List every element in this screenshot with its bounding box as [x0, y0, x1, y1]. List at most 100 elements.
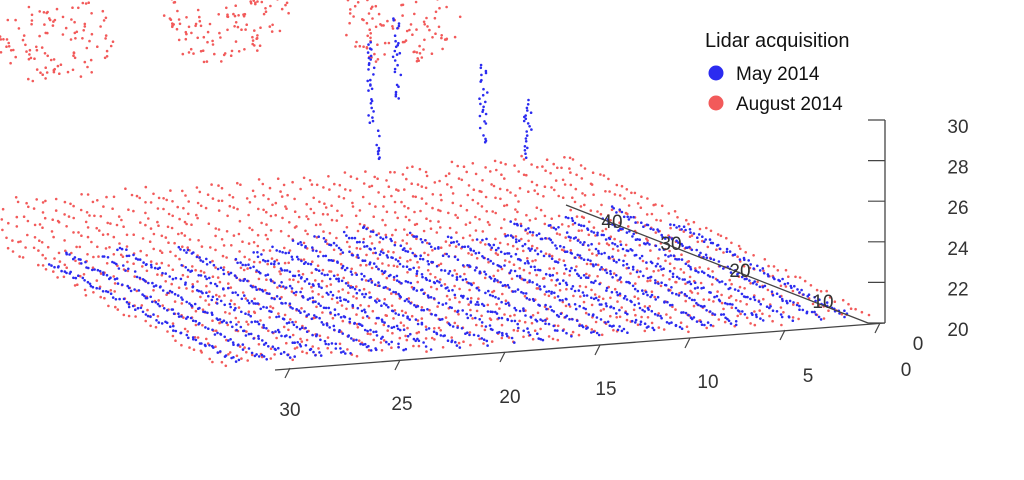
- august-2014-point: [242, 268, 246, 272]
- august-2014-point: [543, 293, 547, 296]
- may-2014-point: [349, 352, 352, 355]
- august-2014-point: [322, 230, 325, 233]
- may-2014-point: [295, 325, 299, 329]
- may-2014-point: [259, 307, 263, 311]
- may-2014-point: [161, 271, 164, 275]
- august-2014-point: [352, 295, 355, 298]
- august-2014-point: [266, 237, 269, 241]
- august-2014-point: [211, 259, 214, 263]
- may-2014-point: [417, 339, 421, 343]
- may-2014-point: [494, 248, 498, 252]
- may-2014-point: [235, 323, 238, 326]
- may-2014-point: [629, 248, 632, 251]
- may-2014-point: [322, 323, 325, 326]
- august-2014-point: [525, 173, 528, 177]
- august-2014-point: [392, 317, 395, 320]
- august-2014-point: [75, 245, 78, 249]
- may-2014-point: [598, 282, 601, 286]
- august-2014-point: [646, 316, 650, 319]
- august-2014-point: [841, 298, 845, 302]
- august-2014-point: [495, 302, 498, 306]
- august-2014-point: [265, 278, 268, 282]
- may-2014-point: [622, 264, 625, 267]
- may-2014-point: [413, 254, 417, 258]
- august-2014-point: [113, 290, 116, 293]
- august-2014-point: [583, 167, 587, 170]
- may-2014-point: [450, 241, 453, 244]
- may-2014-point: [416, 337, 419, 341]
- may-2014-point: [295, 255, 299, 259]
- august-2014-point: [88, 39, 91, 43]
- may-2014-point: [590, 230, 593, 233]
- august-2014-point: [256, 0, 259, 3]
- august-2014-point: [122, 225, 125, 228]
- may-2014-point: [144, 313, 148, 316]
- may-2014-point: [652, 328, 656, 332]
- may-2014-point: [590, 331, 593, 334]
- august-2014-point: [177, 38, 181, 42]
- may-2014-point: [328, 277, 332, 281]
- may-2014-point: [531, 297, 535, 301]
- august-2014-point: [382, 323, 386, 327]
- may-2014-point: [164, 320, 167, 324]
- august-2014-point: [692, 304, 696, 308]
- may-2014-point: [675, 275, 679, 279]
- august-2014-point: [645, 213, 649, 216]
- august-2014-point: [236, 207, 239, 211]
- august-2014-point: [134, 315, 137, 318]
- may-2014-point: [534, 268, 537, 272]
- august-2014-point: [410, 182, 414, 185]
- may-2014-point: [299, 311, 302, 315]
- may-2014-point: [689, 316, 693, 320]
- may-2014-point: [430, 312, 433, 316]
- may-2014-point: [133, 270, 137, 273]
- august-2014-point: [247, 310, 251, 314]
- august-2014-point: [401, 173, 405, 176]
- may-2014-point: [351, 303, 355, 307]
- august-2014-point: [228, 204, 232, 208]
- may-2014-point: [771, 293, 775, 297]
- august-2014-point: [819, 290, 823, 293]
- z-axis-tick-label: 30: [947, 117, 968, 138]
- may-2014-point: [725, 247, 729, 251]
- august-2014-point: [624, 243, 628, 247]
- may-2014-point: [426, 260, 430, 263]
- august-2014-point: [167, 264, 170, 267]
- august-2014-point: [239, 266, 243, 270]
- may-2014-point: [345, 266, 349, 270]
- august-2014-point: [404, 334, 407, 338]
- august-2014-point: [680, 253, 683, 256]
- august-2014-point: [618, 315, 622, 319]
- august-2014-point: [246, 323, 250, 326]
- may-2014-point: [451, 325, 455, 328]
- may-2014-point: [309, 262, 313, 266]
- may-2014-point: [282, 350, 286, 354]
- august-2014-point: [335, 219, 339, 222]
- august-2014-point: [749, 282, 752, 285]
- august-2014-point: [51, 24, 55, 27]
- may-2014-point: [740, 275, 744, 279]
- august-2014-point: [637, 275, 641, 279]
- may-2014-point: [434, 313, 437, 317]
- may-2014-point: [668, 322, 671, 325]
- august-2014-point: [145, 254, 148, 257]
- august-2014-point: [433, 181, 437, 184]
- august-2014-point: [73, 56, 77, 60]
- may-2014-point: [758, 285, 762, 289]
- may-2014-point: [370, 87, 374, 91]
- august-2014-point: [257, 207, 260, 211]
- august-2014-point: [415, 237, 418, 241]
- august-2014-point: [633, 191, 637, 195]
- may-2014-point: [535, 283, 539, 286]
- may-2014-point: [380, 269, 384, 273]
- may-2014-point: [291, 274, 295, 278]
- may-2014-point: [605, 286, 609, 290]
- august-2014-point: [85, 211, 89, 214]
- may-2014-point: [461, 296, 465, 299]
- august-2014-point: [30, 19, 34, 22]
- august-2014-point: [191, 265, 194, 268]
- may-2014-point: [215, 298, 219, 301]
- august-2014-point: [763, 258, 767, 261]
- august-2014-point: [314, 223, 318, 227]
- august-2014-point: [315, 183, 319, 187]
